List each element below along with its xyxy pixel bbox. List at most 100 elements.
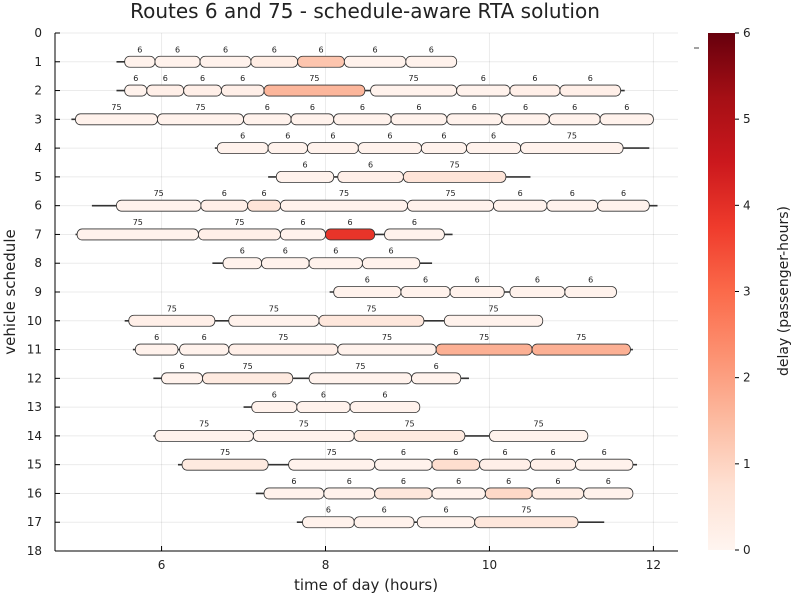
trip-bar: [353, 516, 415, 529]
trip-route-label: 6: [154, 333, 159, 342]
trip-route-label: 6: [401, 477, 406, 486]
trip-route-label: 6: [265, 103, 270, 112]
trip-bar: [546, 199, 599, 212]
trip-route-label: 6: [285, 132, 290, 141]
trip-route-label: 75: [167, 304, 177, 313]
trip-route-label: 75: [488, 304, 498, 313]
trip-bar: [337, 170, 404, 183]
trip-bar: [520, 142, 624, 155]
trip-bar: [407, 199, 494, 212]
trip-bar: [161, 372, 203, 385]
trip-route-label: 75: [567, 132, 577, 141]
trip-bar: [597, 199, 650, 212]
trip-route-label: 75: [199, 419, 209, 428]
x-axis-label: time of day (hours): [294, 576, 438, 594]
trip-bar: [456, 84, 511, 97]
y-tick-label: 1: [34, 55, 42, 69]
trip-route-label: 6: [333, 247, 338, 256]
trip-bar: [179, 343, 230, 356]
trip-bar: [302, 516, 355, 529]
trip-route-label: 75: [327, 448, 337, 457]
chart-title: Routes 6 and 75 - schedule-aware RTA sol…: [130, 0, 600, 23]
trip-bar: [435, 343, 533, 356]
trip-bar: [374, 458, 433, 471]
trip-bar: [128, 314, 216, 327]
trip-bar: [124, 84, 148, 97]
trip-route-label: 6: [416, 103, 421, 112]
trip-bar: [134, 343, 179, 356]
y-tick-label: 17: [27, 515, 42, 529]
trip-bar: [247, 199, 281, 212]
trip-route-label: 75: [339, 189, 349, 198]
trip-bar: [431, 487, 486, 500]
trip-route-label: 6: [272, 45, 277, 54]
trip-route-label: 75: [299, 419, 309, 428]
trip-route-label: 6: [523, 103, 528, 112]
trip-bar: [374, 487, 433, 500]
x-tick-label: 10: [482, 558, 497, 572]
trip-bar: [466, 142, 522, 155]
trip-bar: [228, 314, 320, 327]
trip-route-label: 6: [570, 189, 575, 198]
trip-route-label: 6: [200, 74, 205, 83]
trip-route-label: 6: [572, 103, 577, 112]
trip-bar: [474, 516, 579, 529]
trip-route-label: 6: [506, 477, 511, 486]
trip-bar: [290, 113, 335, 126]
trip-route-label: 6: [602, 448, 607, 457]
trip-bar: [307, 142, 359, 155]
trip-route-label: 6: [481, 74, 486, 83]
trip-route-label: 75: [355, 362, 365, 371]
trip-bar: [599, 113, 654, 126]
trip-bar: [116, 199, 202, 212]
trip-route-label: 6: [441, 132, 446, 141]
x-tick-label: 12: [646, 558, 661, 572]
trip-route-label: 75: [269, 304, 279, 313]
trip-bar: [157, 113, 244, 126]
y-tick-label: 3: [34, 112, 42, 126]
trip-bar: [357, 142, 422, 155]
trip-route-label: 6: [368, 160, 373, 169]
trip-bar: [501, 113, 550, 126]
trip-route-label: 75: [309, 74, 319, 83]
trip-route-label: 75: [195, 103, 205, 112]
trip-route-label: 6: [535, 276, 540, 285]
trip-route-label: 75: [154, 189, 164, 198]
trip-bar: [333, 286, 402, 298]
trip-route-label: 75: [404, 419, 414, 428]
trip-bar: [325, 228, 376, 241]
trip-route-label: 6: [518, 189, 523, 198]
trip-bar: [416, 516, 476, 529]
trip-route-label: 75: [445, 189, 455, 198]
trip-route-label: 6: [240, 132, 245, 141]
colorbar-tick-label: 6: [743, 26, 751, 40]
trip-route-label: 6: [360, 103, 365, 112]
trip-bar: [443, 314, 544, 327]
trip-route-label: 75: [479, 333, 489, 342]
trip-route-label: 6: [382, 506, 387, 515]
trip-route-label: 75: [220, 448, 230, 457]
trip-route-label: 6: [475, 276, 480, 285]
trip-bar: [275, 170, 335, 183]
x-tick-label: 8: [322, 558, 330, 572]
trip-route-label: 6: [387, 132, 392, 141]
trip-route-label: 6: [389, 247, 394, 256]
trip-route-label: 6: [365, 276, 370, 285]
trip-route-label: 6: [180, 362, 185, 371]
colorbar-tick-label: 4: [743, 198, 751, 212]
x-tick-label: 6: [158, 558, 166, 572]
trip-bar: [349, 401, 421, 414]
trip-route-label: 6: [624, 103, 629, 112]
trip-route-label: 6: [382, 391, 387, 400]
trip-bar: [228, 343, 339, 356]
trip-bar: [181, 458, 269, 471]
trip-route-label: 6: [588, 74, 593, 83]
trip-bar: [575, 458, 634, 471]
trip-route-label: 6: [606, 477, 611, 486]
trip-route-label: 75: [111, 103, 121, 112]
trip-bar: [252, 429, 355, 442]
trip-route-label: 6: [261, 189, 266, 198]
trip-route-label: 6: [502, 448, 507, 457]
trip-route-label: 75: [234, 218, 244, 227]
